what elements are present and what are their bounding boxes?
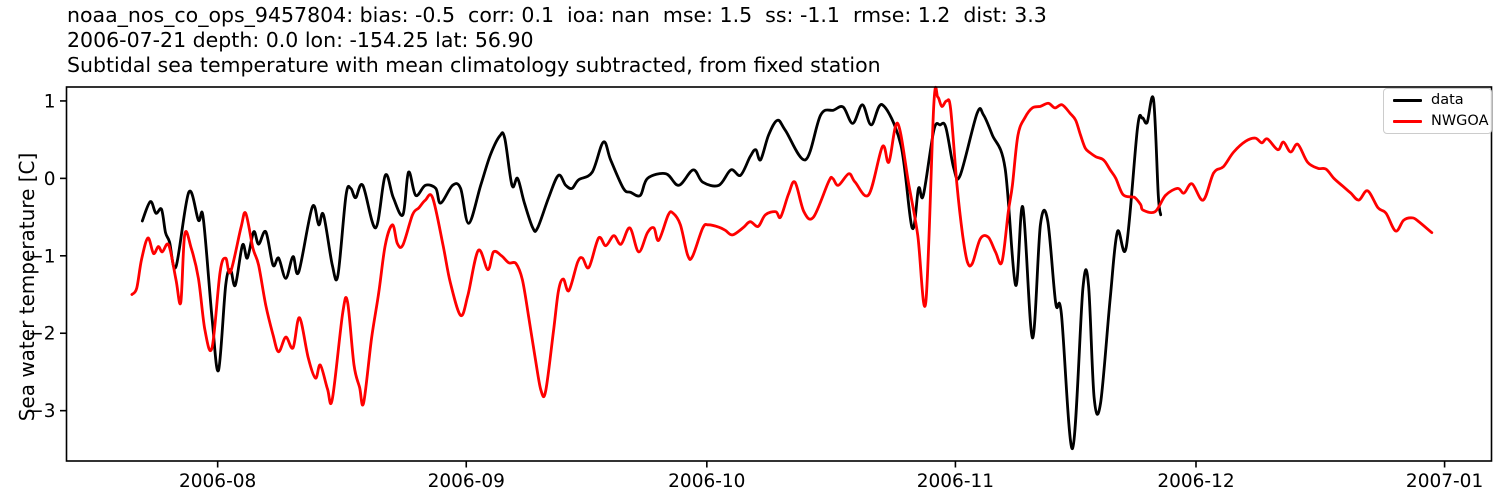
chart-title-line-2: 2006-07-21 depth: 0.0 lon: -154.25 lat: … — [67, 28, 534, 52]
y-axis-label: Sea water temperature [C] — [15, 152, 39, 422]
series-group — [130, 85, 1434, 451]
chart-title-line-1: noaa_nos_co_ops_9457804: bias: -0.5 corr… — [67, 3, 1047, 27]
x-tick-label: 2006-08 — [179, 471, 256, 492]
x-tick-label: 2006-12 — [1157, 471, 1234, 492]
y-tick-label: −2 — [28, 324, 55, 345]
chart-title-line-3: Subtidal sea temperature with mean clima… — [67, 53, 881, 77]
legend-line-swatch-nwgoa — [1393, 119, 1422, 124]
y-tick-label: 0 — [44, 169, 56, 190]
x-tick-label: 2006-11 — [917, 471, 994, 492]
y-tick-label: 1 — [44, 91, 56, 112]
series-line-nwgoa — [130, 85, 1434, 407]
x-tick-label: 2006-09 — [428, 471, 505, 492]
y-tick-label: −1 — [28, 246, 55, 267]
series-line-data — [140, 95, 1163, 451]
axes-spines — [65, 86, 1493, 462]
chart-titles: noaa_nos_co_ops_9457804: bias: -0.5 corr… — [67, 3, 1047, 78]
legend-label-data: data — [1431, 91, 1464, 108]
legend-line-swatch-data — [1393, 98, 1422, 103]
legend: data NWGOA — [1383, 88, 1492, 134]
x-tick-label: 2006-10 — [668, 471, 745, 492]
y-tick-label: −3 — [28, 401, 55, 422]
x-tick-label: 2007-01 — [1406, 471, 1483, 492]
legend-label-nwgoa: NWGOA — [1431, 112, 1489, 129]
legend-entry-data: data — [1393, 91, 1485, 109]
legend-entry-nwgoa: NWGOA — [1393, 113, 1489, 130]
